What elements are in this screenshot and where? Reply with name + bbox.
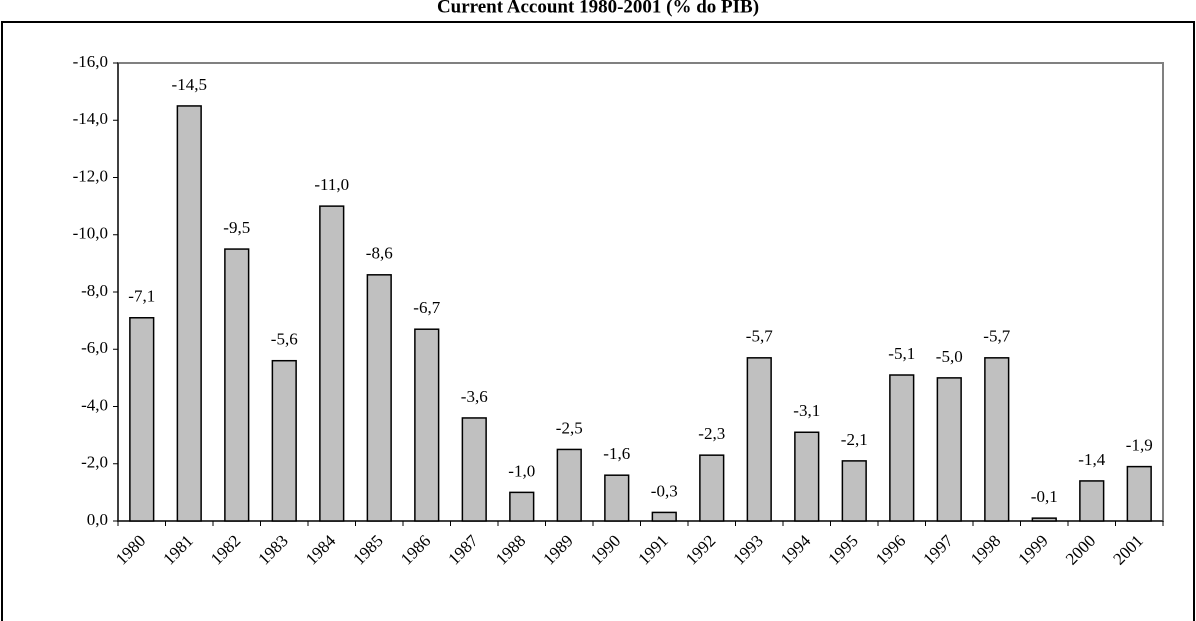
value-label: -3,1	[793, 401, 820, 420]
bar	[984, 357, 1010, 522]
x-tick-label: 1989	[539, 531, 576, 568]
x-tick-label: 1999	[1014, 531, 1051, 568]
value-label: -3,6	[461, 387, 488, 406]
value-label: -2,3	[698, 424, 725, 443]
x-tick-label: 1995	[824, 531, 861, 568]
chart-title: Current Account 1980-2001 (% do PIB)	[437, 0, 759, 17]
bar	[414, 328, 440, 522]
value-label: -2,1	[841, 430, 868, 449]
y-tick-label: -12,0	[73, 166, 108, 185]
bar	[604, 474, 630, 522]
value-label: -9,5	[223, 218, 250, 237]
bar	[461, 417, 487, 522]
bar	[176, 105, 202, 522]
y-tick-label: -6,0	[81, 338, 108, 357]
x-tick-label: 1997	[919, 531, 957, 569]
value-label: -5,7	[983, 327, 1010, 346]
value-label: -1,9	[1126, 436, 1153, 455]
x-tick-label: 1981	[159, 531, 196, 568]
x-tick-label: 1998	[967, 531, 1004, 568]
bar	[841, 460, 867, 522]
value-label: -6,7	[413, 298, 440, 317]
value-label: -5,7	[746, 327, 773, 346]
x-tick-label: 1987	[444, 531, 482, 569]
bar	[224, 248, 250, 522]
bar	[651, 511, 677, 522]
value-label: -2,5	[556, 418, 583, 437]
value-label: -0,3	[651, 481, 678, 500]
x-tick-label: 2000	[1062, 531, 1099, 568]
bar	[1031, 517, 1057, 522]
x-tick-label: 1983	[254, 531, 291, 568]
x-tick-label: 1980	[112, 531, 149, 568]
bar	[556, 448, 582, 522]
y-tick-label: -4,0	[81, 395, 108, 414]
value-label: -1,6	[603, 444, 630, 463]
value-label: -0,1	[1031, 487, 1058, 506]
bar	[319, 205, 345, 522]
y-tick-label: 0,0	[87, 510, 108, 529]
value-label: -5,6	[271, 330, 298, 349]
value-label: -1,4	[1078, 450, 1105, 469]
bar	[889, 374, 915, 522]
value-label: -1,0	[508, 461, 535, 480]
bar	[1079, 480, 1105, 522]
x-tick-label: 1991	[634, 531, 671, 568]
y-tick-label: -14,0	[73, 109, 108, 128]
x-tick-label: 1982	[207, 531, 244, 568]
value-label: -14,5	[172, 75, 207, 94]
bar	[271, 359, 297, 522]
value-label: -5,1	[888, 344, 915, 363]
x-tick-label: 1986	[397, 531, 434, 568]
value-label: -8,6	[366, 244, 393, 263]
x-tick-label: 1993	[729, 531, 766, 568]
x-tick-label: 1992	[682, 531, 719, 568]
x-tick-label: 1988	[492, 531, 529, 568]
y-tick-label: -16,0	[73, 52, 108, 71]
x-tick-label: 1996	[872, 531, 909, 568]
x-tick-label: 1985	[349, 531, 386, 568]
x-tick-label: 1984	[302, 531, 340, 569]
x-tick-label: 1994	[777, 531, 815, 569]
bar	[129, 317, 155, 522]
chart-frame	[1, 21, 1195, 621]
y-tick-label: -8,0	[81, 281, 108, 300]
x-tick-label: 2001	[1109, 531, 1146, 568]
bar	[509, 491, 535, 522]
value-label: -5,0	[936, 347, 963, 366]
bar	[794, 431, 820, 522]
bar	[699, 454, 725, 522]
bar	[366, 274, 392, 522]
x-tick-label: 1990	[587, 531, 624, 568]
bar	[746, 357, 772, 522]
value-label: -7,1	[128, 287, 155, 306]
value-label: -11,0	[314, 175, 349, 194]
y-tick-label: -10,0	[73, 224, 108, 243]
bar	[1126, 465, 1152, 522]
bar	[936, 377, 962, 522]
y-tick-label: -2,0	[81, 453, 108, 472]
